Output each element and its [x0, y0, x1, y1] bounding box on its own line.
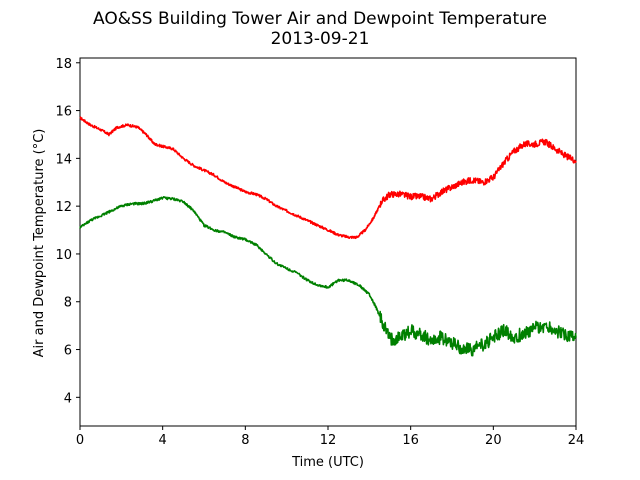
x-tick-label: 0	[76, 433, 84, 448]
y-tick-label: 14	[55, 152, 72, 167]
x-tick-label: 4	[159, 433, 167, 448]
x-axis-label: Time (UTC)	[291, 455, 364, 470]
air-temperature-line	[79, 116, 577, 240]
y-tick-label: 12	[55, 200, 72, 215]
y-axis-label: Air and Dewpoint Temperature (°C)	[32, 129, 47, 358]
x-tick-label: 24	[568, 433, 585, 448]
dewpoint-temperature-line	[79, 196, 577, 357]
y-tick-label: 4	[64, 391, 72, 406]
y-tick-label: 6	[64, 344, 72, 359]
chart-title: AO&SS Building Tower Air and Dewpoint Te…	[93, 9, 547, 29]
y-tick-label: 18	[55, 57, 72, 72]
x-tick-label: 8	[241, 433, 249, 448]
plot-area: 0 4 8 12 16 20 24 4 6 8 10 12 14 16 18	[55, 57, 584, 448]
y-tick-label: 8	[64, 296, 72, 311]
x-tick-label: 12	[320, 433, 337, 448]
y-tick-label: 16	[55, 105, 72, 120]
x-tick-label: 20	[485, 433, 502, 448]
chart-subtitle: 2013-09-21	[271, 29, 370, 49]
x-tick-label: 16	[402, 433, 419, 448]
y-tick-label: 10	[55, 248, 72, 263]
axes-frame	[79, 57, 577, 427]
